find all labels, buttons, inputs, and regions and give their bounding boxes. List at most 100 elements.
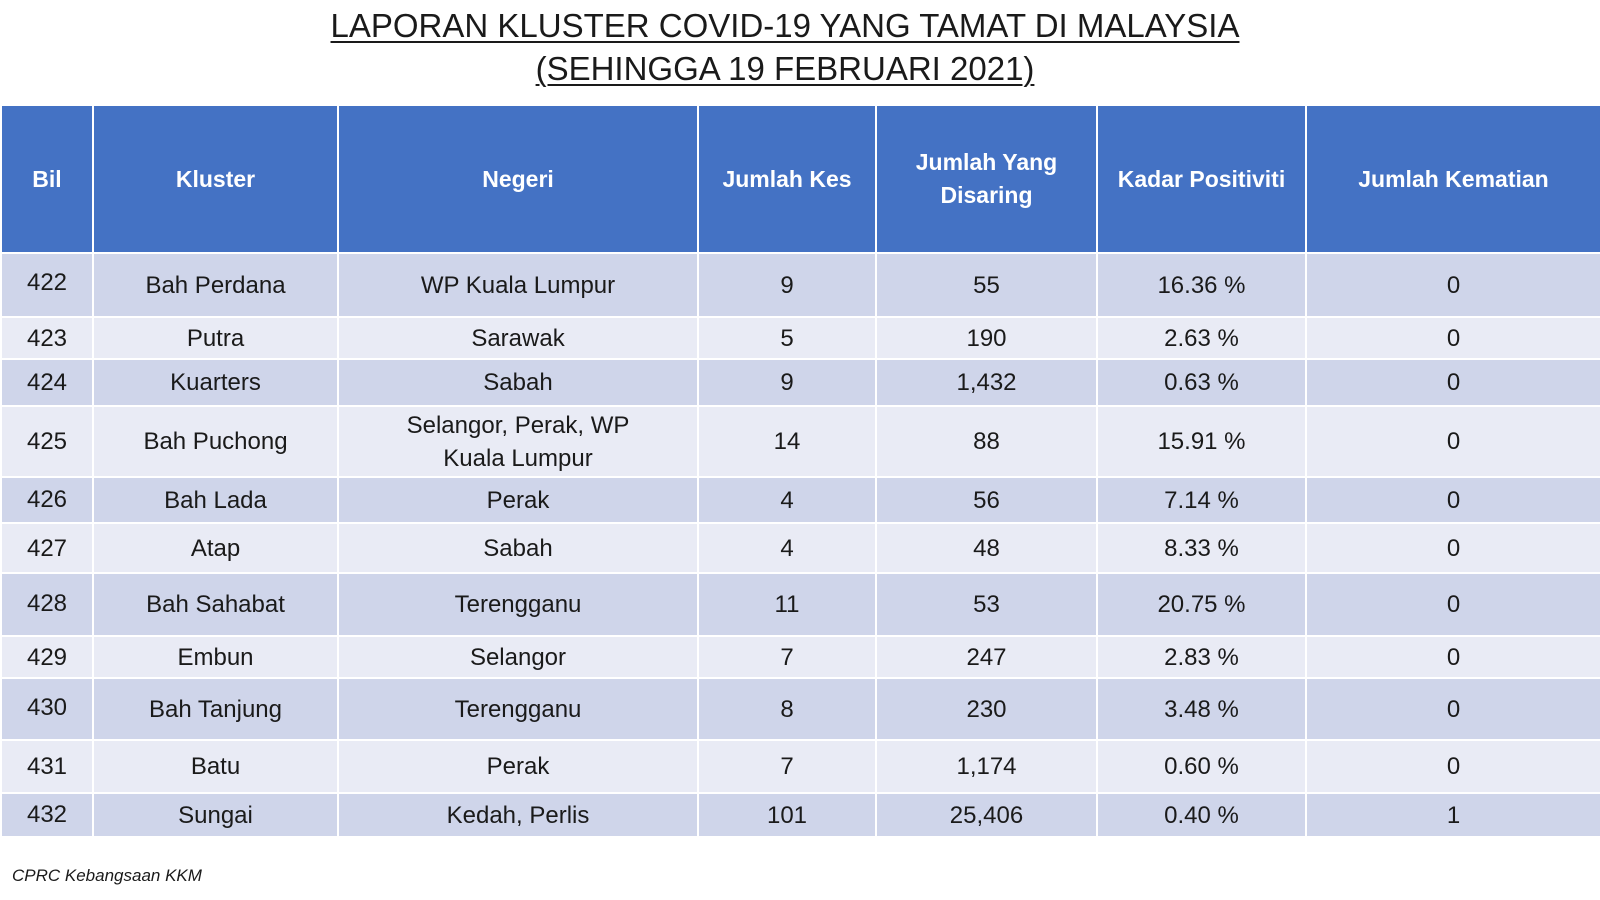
table-row: 427 Atap Sabah 4 48 8.33 % 0 [0, 522, 1600, 574]
cell-jumlah-kematian: 0 [1305, 252, 1600, 318]
table-row: 424 Kuarters Sabah 9 1,432 0.63 % 0 [0, 358, 1600, 407]
cell-jumlah-kes: 5 [697, 316, 877, 360]
cell-kadar-positiviti: 2.63 % [1096, 316, 1307, 360]
cell-negeri: Sarawak [337, 316, 699, 360]
cell-kluster: Atap [92, 522, 339, 574]
cell-jumlah-kes: 7 [697, 739, 877, 794]
cell-negeri: Sabah [337, 358, 699, 407]
table-row: 428 Bah Sahabat Terengganu 11 53 20.75 %… [0, 572, 1600, 637]
cell-kluster: Batu [92, 739, 339, 794]
cell-kadar-positiviti: 15.91 % [1096, 405, 1307, 478]
cell-kluster: Putra [92, 316, 339, 360]
cell-jumlah-kes: 7 [697, 635, 877, 679]
cell-negeri: Sabah [337, 522, 699, 574]
cell-negeri: Perak [337, 739, 699, 794]
cell-jumlah-kematian: 0 [1305, 522, 1600, 574]
cell-bil: 431 [0, 739, 94, 794]
cell-bil: 429 [0, 635, 94, 679]
cell-jumlah-kes: 4 [697, 522, 877, 574]
cell-jumlah-kes: 9 [697, 252, 877, 318]
cell-jumlah-disaring: 48 [875, 522, 1098, 574]
cell-negeri: Perak [337, 476, 699, 524]
cell-kadar-positiviti: 0.60 % [1096, 739, 1307, 794]
cell-jumlah-kes: 14 [697, 405, 877, 478]
cell-kluster: Sungai [92, 792, 339, 838]
cell-jumlah-kematian: 0 [1305, 358, 1600, 407]
table-row: 430 Bah Tanjung Terengganu 8 230 3.48 % … [0, 677, 1600, 741]
table-row: 432 Sungai Kedah, Perlis 101 25,406 0.40… [0, 792, 1600, 838]
cell-bil: 422 [0, 252, 94, 318]
cell-bil: 430 [0, 677, 94, 741]
cell-kluster: Bah Perdana [92, 252, 339, 318]
column-header-jumlah-disaring: Jumlah Yang Disaring [875, 104, 1098, 254]
table-row: 431 Batu Perak 7 1,174 0.60 % 0 [0, 739, 1600, 794]
cell-jumlah-kematian: 0 [1305, 405, 1600, 478]
cell-jumlah-disaring: 88 [875, 405, 1098, 478]
cell-jumlah-kematian: 0 [1305, 572, 1600, 637]
cell-bil: 423 [0, 316, 94, 360]
cell-negeri: Terengganu [337, 677, 699, 741]
cell-jumlah-disaring: 1,174 [875, 739, 1098, 794]
table-row: 422 Bah Perdana WP Kuala Lumpur 9 55 16.… [0, 252, 1600, 318]
cell-jumlah-kematian: 0 [1305, 739, 1600, 794]
cell-kluster: Bah Sahabat [92, 572, 339, 637]
cell-jumlah-kematian: 0 [1305, 635, 1600, 679]
cell-bil: 428 [0, 572, 94, 637]
table-row: 423 Putra Sarawak 5 190 2.63 % 0 [0, 316, 1600, 360]
cell-bil: 427 [0, 522, 94, 574]
column-header-kadar-positiviti: Kadar Positiviti [1096, 104, 1307, 254]
cell-jumlah-kematian: 0 [1305, 316, 1600, 360]
cell-jumlah-kes: 4 [697, 476, 877, 524]
cell-kluster: Embun [92, 635, 339, 679]
cell-kadar-positiviti: 0.40 % [1096, 792, 1307, 838]
cell-kadar-positiviti: 8.33 % [1096, 522, 1307, 574]
cell-negeri: Selangor [337, 635, 699, 679]
cell-kluster: Kuarters [92, 358, 339, 407]
cell-jumlah-kes: 8 [697, 677, 877, 741]
cell-bil: 432 [0, 792, 94, 838]
cell-jumlah-disaring: 55 [875, 252, 1098, 318]
cell-kadar-positiviti: 2.83 % [1096, 635, 1307, 679]
cell-jumlah-disaring: 247 [875, 635, 1098, 679]
table-row: 425 Bah Puchong Selangor, Perak, WP Kual… [0, 405, 1600, 478]
cell-kluster: Bah Tanjung [92, 677, 339, 741]
column-header-jumlah-kes: Jumlah Kes [697, 104, 877, 254]
report-title-line1: LAPORAN KLUSTER COVID-19 YANG TAMAT DI M… [330, 7, 1240, 44]
cell-kadar-positiviti: 0.63 % [1096, 358, 1307, 407]
cell-kadar-positiviti: 3.48 % [1096, 677, 1307, 741]
report-title-line2: (SEHINGGA 19 FEBRUARI 2021) [535, 50, 1035, 87]
cell-kluster: Bah Puchong [92, 405, 339, 478]
table-row: 426 Bah Lada Perak 4 56 7.14 % 0 [0, 476, 1600, 524]
cell-jumlah-kes: 11 [697, 572, 877, 637]
column-header-negeri: Negeri [337, 104, 699, 254]
cell-kadar-positiviti: 20.75 % [1096, 572, 1307, 637]
cell-jumlah-disaring: 25,406 [875, 792, 1098, 838]
cell-kadar-positiviti: 16.36 % [1096, 252, 1307, 318]
column-header-bil: Bil [0, 104, 94, 254]
cell-jumlah-kes: 101 [697, 792, 877, 838]
cell-kluster: Bah Lada [92, 476, 339, 524]
cell-jumlah-kes: 9 [697, 358, 877, 407]
cell-negeri: WP Kuala Lumpur [337, 252, 699, 318]
cell-jumlah-kematian: 1 [1305, 792, 1600, 838]
cell-jumlah-disaring: 230 [875, 677, 1098, 741]
cell-negeri: Kedah, Perlis [337, 792, 699, 838]
cell-jumlah-disaring: 56 [875, 476, 1098, 524]
cell-bil: 424 [0, 358, 94, 407]
cluster-table: Bil Kluster Negeri Jumlah Kes Jumlah Yan… [0, 104, 1600, 838]
cell-negeri: Selangor, Perak, WP Kuala Lumpur [337, 405, 699, 478]
cell-negeri: Terengganu [337, 572, 699, 637]
cell-jumlah-disaring: 53 [875, 572, 1098, 637]
table-header-row: Bil Kluster Negeri Jumlah Kes Jumlah Yan… [0, 104, 1600, 254]
table-row: 429 Embun Selangor 7 247 2.83 % 0 [0, 635, 1600, 679]
column-header-jumlah-kematian: Jumlah Kematian [1305, 104, 1600, 254]
cell-jumlah-kematian: 0 [1305, 677, 1600, 741]
cell-jumlah-kematian: 0 [1305, 476, 1600, 524]
cell-bil: 425 [0, 405, 94, 478]
cell-jumlah-disaring: 190 [875, 316, 1098, 360]
report-title: LAPORAN KLUSTER COVID-19 YANG TAMAT DI M… [0, 4, 1570, 90]
cell-kadar-positiviti: 7.14 % [1096, 476, 1307, 524]
column-header-kluster: Kluster [92, 104, 339, 254]
cell-jumlah-disaring: 1,432 [875, 358, 1098, 407]
source-note: CPRC Kebangsaan KKM [12, 866, 202, 885]
